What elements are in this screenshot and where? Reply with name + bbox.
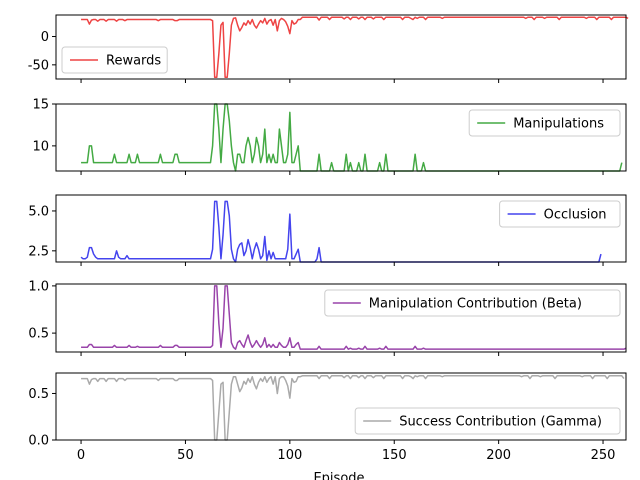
legend-box xyxy=(499,200,621,228)
x-tick-label: 200 xyxy=(486,448,511,463)
plot-frame xyxy=(55,372,627,441)
legend: Occlusion xyxy=(499,200,621,228)
panels: 0 -50 Rewards 10 15 Manipulations 2.5 5.0 Occlus… xyxy=(28,14,629,463)
y-tick-label: 15 xyxy=(32,98,49,113)
x-tick-label: 50 xyxy=(177,448,194,463)
legend-box xyxy=(61,46,168,74)
y-tick-label: 0.5 xyxy=(28,327,49,342)
legend-box xyxy=(354,407,621,435)
y-tick-label: 10 xyxy=(32,139,49,154)
panel-1: 0 -50 Rewards xyxy=(28,14,629,83)
y-tick-label: 2.5 xyxy=(28,244,49,259)
series-line-4-1 xyxy=(81,285,627,350)
panel-5: 0.0 0.5 0 50 100 150 200 250 Success Contributio… xyxy=(28,372,627,463)
series-line-5-1 xyxy=(81,375,625,441)
y-tick-label: 0.0 xyxy=(28,434,49,449)
plot-frame xyxy=(55,103,627,172)
legend-label: Success Contribution (Gamma) xyxy=(399,415,602,430)
x-tick-label: 150 xyxy=(382,448,407,463)
legend-label: Manipulation Contribution (Beta) xyxy=(369,297,582,312)
y-tick-label: 0.5 xyxy=(28,387,49,402)
plot-frame xyxy=(55,283,627,353)
series-line-1-1 xyxy=(81,16,629,79)
legend-box xyxy=(468,109,621,137)
legend: Rewards xyxy=(61,46,168,74)
x-tick-label: 0 xyxy=(77,448,85,463)
legend-box xyxy=(324,289,621,317)
x-axis-label: Episode xyxy=(313,471,364,480)
legend: Manipulations xyxy=(468,109,621,137)
x-tick-label: 100 xyxy=(277,448,302,463)
y-tick-label: 5.0 xyxy=(28,204,49,219)
legend-label: Manipulations xyxy=(513,117,604,132)
panel-4: 0.5 1.0 Manipulation Contribution (Beta) xyxy=(28,279,627,356)
legend: Success Contribution (Gamma) xyxy=(354,407,621,435)
legend: Manipulation Contribution (Beta) xyxy=(324,289,621,317)
y-tick-label: -50 xyxy=(28,58,49,73)
legend-label: Rewards xyxy=(106,54,161,69)
y-tick-label: 0 xyxy=(41,30,49,45)
panel-2: 10 15 Manipulations xyxy=(32,98,627,175)
legend-label: Occlusion xyxy=(544,208,607,223)
x-tick-label: 250 xyxy=(591,448,616,463)
panel-3: 2.5 5.0 Occlusion xyxy=(28,194,627,266)
y-tick-label: 1.0 xyxy=(28,279,49,294)
plot-frame xyxy=(55,194,627,263)
plot-frame xyxy=(55,14,627,80)
